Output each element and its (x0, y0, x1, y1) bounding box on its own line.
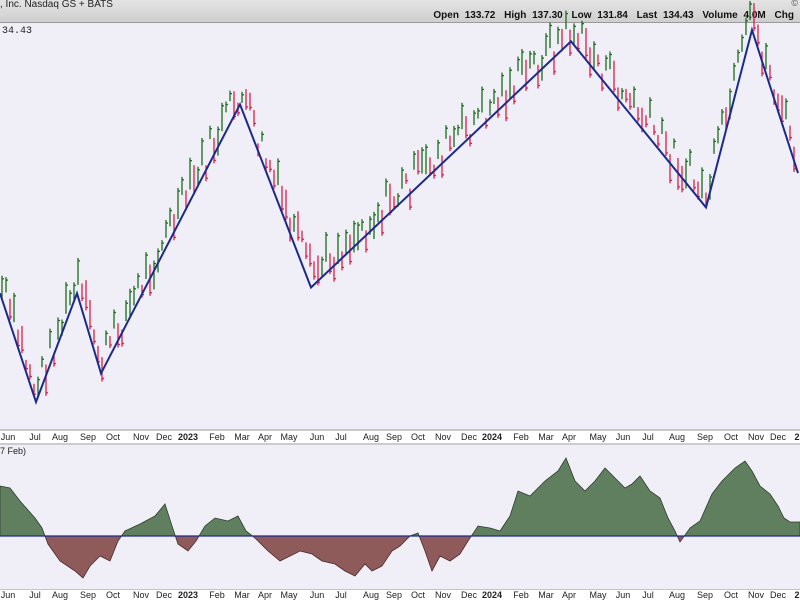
x-tick-label: Jun (616, 432, 631, 442)
quote-high-value: 137.30 (532, 10, 563, 21)
indicator-area (0, 457, 800, 579)
x-tick-label: 2023 (178, 590, 198, 600)
x-tick-label: Feb (513, 432, 529, 442)
x-tick-label: Oct (411, 590, 426, 600)
x-tick-label: Sep (80, 432, 96, 442)
x-tick-label: 2 (794, 432, 799, 442)
indicator-panel-bg (0, 445, 800, 590)
x-tick-label: Jul (29, 590, 41, 600)
x-tick-label: Mar (234, 590, 250, 600)
x-tick-label: Aug (363, 590, 379, 600)
x-tick-label: 2023 (178, 432, 198, 442)
x-tick-label: Jun (616, 590, 631, 600)
x-tick-label: Nov (748, 432, 765, 442)
x-tick-label: Nov (435, 432, 452, 442)
x-tick-label: May (589, 590, 607, 600)
indicator-positive-area (0, 457, 800, 536)
x-tick-label: Oct (724, 590, 739, 600)
x-tick-label: Dec (770, 432, 787, 442)
x-tick-label: Mar (234, 432, 250, 442)
price-bars (1, 1, 796, 398)
x-tick-label: Aug (52, 432, 68, 442)
x-tick-label: Aug (363, 432, 379, 442)
quote-open-value: 133.72 (464, 10, 496, 21)
chart-header: , Inc. Nasdaq GS + BATS © Open 133.72 Hi… (0, 0, 800, 23)
x-tick-label: Apr (258, 590, 272, 600)
x-tick-label: Sep (80, 590, 96, 600)
x-tick-label: Sep (697, 590, 713, 600)
quote-low-label: Low (571, 10, 592, 21)
x-tick-label: Oct (724, 432, 739, 442)
x-tick-label: Jun (1, 432, 16, 442)
x-tick-label: Jul (335, 590, 347, 600)
x-tick-label: Apr (562, 590, 576, 600)
x-axis-strip (0, 430, 800, 444)
quote-last-value: 134.43 (662, 10, 694, 21)
copyright-mark: © (791, 0, 798, 8)
x-tick-label: 2024 (482, 590, 502, 600)
x-tick-label: Dec (156, 590, 173, 600)
x-tick-label: May (589, 432, 607, 442)
x-tick-label: Jul (29, 432, 41, 442)
x-tick-label: Aug (669, 590, 685, 600)
x-tick-label: Apr (258, 432, 272, 442)
x-tick-label: Jul (642, 432, 654, 442)
x-tick-label: Oct (106, 432, 121, 442)
x-tick-label: Jul (335, 432, 347, 442)
quote-chg-label: Chg (774, 10, 794, 21)
x-tick-label: Jun (310, 590, 325, 600)
x-tick-label: Feb (209, 432, 225, 442)
x-tick-label: May (280, 432, 298, 442)
x-tick-label: Dec (461, 432, 478, 442)
x-tick-label: Apr (562, 432, 576, 442)
quote-last-label: Last (636, 10, 658, 21)
x-tick-label: Nov (435, 590, 452, 600)
zigzag-line (0, 26, 799, 405)
x-tick-label: Jun (1, 590, 16, 600)
quote-high-label: High (504, 10, 527, 21)
x-axis-labels-bottom: Jun Jul Aug Sep Oct Nov Dec 2023 Feb Mar Apr May Jun… (1, 590, 800, 600)
x-tick-label: Jun (310, 432, 325, 442)
quote-low-value: 131.84 (597, 10, 628, 21)
x-tick-label: Dec (770, 590, 787, 600)
last-price-tag: 34.43 (2, 26, 32, 37)
x-tick-label: Oct (106, 590, 121, 600)
x-tick-label: Aug (669, 432, 685, 442)
x-tick-label: Feb (209, 590, 225, 600)
x-tick-label: Sep (386, 590, 402, 600)
x-tick-label: Dec (461, 590, 478, 600)
x-tick-label: 2024 (482, 432, 502, 442)
x-tick-label: Feb (513, 590, 529, 600)
x-tick-label: Mar (538, 432, 554, 442)
x-tick-label: 2 (794, 590, 799, 600)
x-tick-label: May (280, 590, 298, 600)
bottom-axis-strip (0, 590, 800, 600)
x-tick-label: Sep (697, 432, 713, 442)
indicator-negative-area (0, 536, 800, 579)
quote-open-label: Open (433, 10, 459, 21)
x-tick-label: Dec (156, 432, 173, 442)
price-panel-bg (0, 23, 800, 430)
x-tick-label: Nov (133, 432, 150, 442)
x-tick-label: Jul (642, 590, 654, 600)
x-tick-label: Mar (538, 590, 554, 600)
quote-volume-label: Volume (702, 10, 738, 21)
x-tick-label: Aug (52, 590, 68, 600)
x-tick-label: Nov (133, 590, 150, 600)
symbol-title: , Inc. Nasdaq GS + BATS (0, 0, 113, 10)
x-tick-label: Sep (386, 432, 402, 442)
x-tick-label: Nov (748, 590, 765, 600)
indicator-label: 7 Feb) (0, 446, 26, 456)
x-tick-label: Oct (411, 432, 426, 442)
x-axis-labels: Jun Jul Aug Sep Oct Nov Dec 2023 Feb Mar Apr May Jun… (1, 432, 800, 442)
